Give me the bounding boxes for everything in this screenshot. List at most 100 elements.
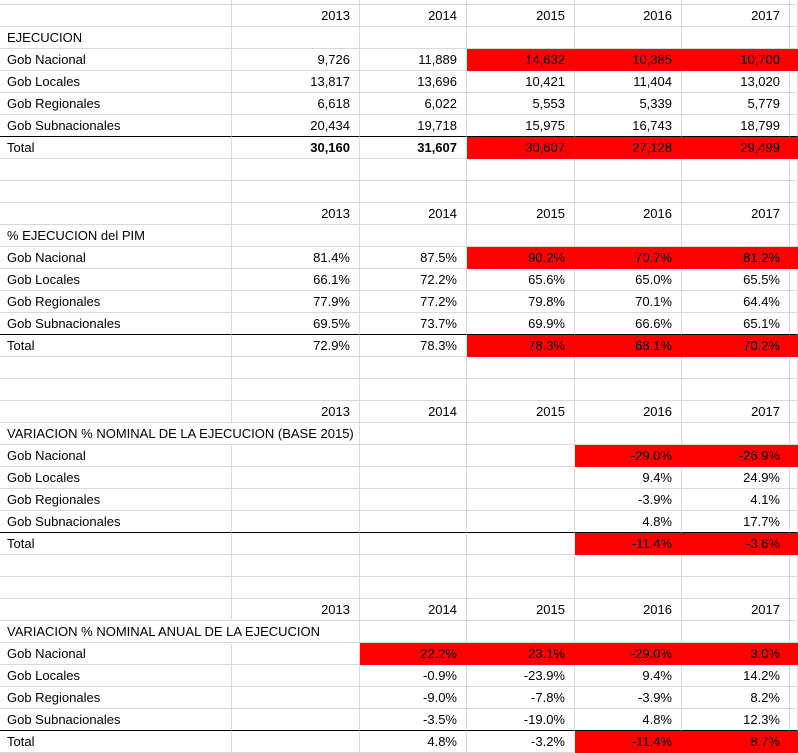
value-cell[interactable] xyxy=(232,687,360,709)
value-cell[interactable]: -3.5% xyxy=(360,709,467,731)
value-cell[interactable] xyxy=(232,709,360,731)
value-cell[interactable]: 4.1% xyxy=(682,489,790,511)
value-cell[interactable]: 12.3% xyxy=(682,709,790,731)
value-cell[interactable] xyxy=(232,489,360,511)
row-label-cell[interactable]: Gob Locales xyxy=(0,467,232,489)
value-cell[interactable]: 81.4% xyxy=(232,247,360,269)
value-cell[interactable]: 69.9% xyxy=(467,313,575,335)
value-cell[interactable] xyxy=(360,533,467,555)
year-header-cell[interactable]: 2016 xyxy=(575,401,682,423)
empty-cell[interactable] xyxy=(232,621,360,643)
section-title-cell[interactable]: VARIACION % NOMINAL DE LA EJECUCION (BAS… xyxy=(0,423,356,445)
empty-cell[interactable] xyxy=(360,27,467,49)
value-cell[interactable]: 78.3% xyxy=(360,335,467,357)
empty-cell[interactable] xyxy=(682,621,790,643)
value-cell[interactable]: -7.8% xyxy=(467,687,575,709)
empty-cell[interactable] xyxy=(467,225,575,247)
value-cell[interactable]: 31,607 xyxy=(360,137,467,159)
value-cell[interactable]: 10,385 xyxy=(575,49,682,71)
value-cell[interactable]: 8.2% xyxy=(682,687,790,709)
value-cell[interactable] xyxy=(467,445,575,467)
empty-cell[interactable] xyxy=(232,0,360,5)
row-label-cell[interactable]: Gob Nacional xyxy=(0,445,232,467)
value-cell[interactable] xyxy=(232,511,360,533)
value-cell[interactable]: 5,779 xyxy=(682,93,790,115)
year-header-cell[interactable]: 2015 xyxy=(467,5,575,27)
row-label-cell[interactable]: Total xyxy=(0,335,232,357)
empty-cell[interactable] xyxy=(682,181,790,203)
value-cell[interactable]: 66.1% xyxy=(232,269,360,291)
value-cell[interactable]: 65.0% xyxy=(575,269,682,291)
value-cell[interactable]: 9.4% xyxy=(575,467,682,489)
value-cell[interactable]: 69.5% xyxy=(232,313,360,335)
value-cell[interactable]: 3.0% xyxy=(682,643,790,665)
value-cell[interactable] xyxy=(232,445,360,467)
value-cell[interactable]: 65.1% xyxy=(682,313,790,335)
value-cell[interactable] xyxy=(360,511,467,533)
year-header-cell[interactable]: 2015 xyxy=(467,599,575,621)
value-cell[interactable]: 90.2% xyxy=(467,247,575,269)
partial-column-cell[interactable] xyxy=(790,335,798,357)
empty-cell[interactable] xyxy=(467,423,575,445)
value-cell[interactable]: 73.7% xyxy=(360,313,467,335)
value-cell[interactable] xyxy=(360,445,467,467)
empty-cell[interactable] xyxy=(360,621,467,643)
value-cell[interactable]: 77.9% xyxy=(232,291,360,313)
partial-column-cell[interactable] xyxy=(790,225,798,247)
empty-cell[interactable] xyxy=(232,357,360,379)
value-cell[interactable]: -3.9% xyxy=(575,489,682,511)
value-cell[interactable]: 23.1% xyxy=(467,643,575,665)
value-cell[interactable] xyxy=(467,489,575,511)
value-cell[interactable]: 11,404 xyxy=(575,71,682,93)
empty-cell[interactable] xyxy=(360,0,467,5)
empty-cell[interactable] xyxy=(360,577,467,599)
partial-column-cell[interactable] xyxy=(790,379,798,401)
value-cell[interactable]: 4.8% xyxy=(360,731,467,753)
value-cell[interactable]: 78.3% xyxy=(467,335,575,357)
row-label-cell[interactable]: Gob Locales xyxy=(0,269,232,291)
empty-cell[interactable] xyxy=(575,423,682,445)
value-cell[interactable]: 70.1% xyxy=(575,291,682,313)
empty-cell[interactable] xyxy=(575,357,682,379)
partial-column-cell[interactable] xyxy=(790,137,798,159)
partial-column-cell[interactable] xyxy=(790,93,798,115)
row-label-cell[interactable]: Gob Regionales xyxy=(0,489,232,511)
empty-cell[interactable] xyxy=(575,555,682,577)
value-cell[interactable]: 77.2% xyxy=(360,291,467,313)
value-cell[interactable]: 5,553 xyxy=(467,93,575,115)
empty-cell[interactable] xyxy=(0,379,232,401)
value-cell[interactable]: 13,817 xyxy=(232,71,360,93)
value-cell[interactable]: 14,632 xyxy=(467,49,575,71)
empty-cell[interactable] xyxy=(682,159,790,181)
empty-cell[interactable] xyxy=(467,379,575,401)
partial-column-cell[interactable] xyxy=(790,203,798,225)
empty-cell[interactable] xyxy=(232,181,360,203)
row-label-cell[interactable]: Gob Subnacionales xyxy=(0,313,232,335)
value-cell[interactable]: 87.5% xyxy=(360,247,467,269)
row-label-cell[interactable]: Gob Nacional xyxy=(0,643,232,665)
partial-column-cell[interactable] xyxy=(790,621,798,643)
value-cell[interactable]: -0.9% xyxy=(360,665,467,687)
empty-cell[interactable] xyxy=(682,555,790,577)
value-cell[interactable]: -23.9% xyxy=(467,665,575,687)
row-label-cell[interactable]: Gob Nacional xyxy=(0,49,232,71)
year-header-cell[interactable]: 2017 xyxy=(682,401,790,423)
empty-cell[interactable] xyxy=(467,0,575,5)
value-cell[interactable]: 70.2% xyxy=(682,335,790,357)
empty-cell[interactable] xyxy=(232,159,360,181)
value-cell[interactable]: 72.2% xyxy=(360,269,467,291)
value-cell[interactable]: 16,743 xyxy=(575,115,682,137)
empty-cell[interactable] xyxy=(575,225,682,247)
empty-cell[interactable] xyxy=(232,555,360,577)
value-cell[interactable]: 20,434 xyxy=(232,115,360,137)
empty-cell[interactable] xyxy=(360,357,467,379)
row-label-cell[interactable]: Gob Regionales xyxy=(0,93,232,115)
empty-cell[interactable] xyxy=(0,555,232,577)
row-label-cell[interactable]: Gob Regionales xyxy=(0,687,232,709)
value-cell[interactable]: 81.2% xyxy=(682,247,790,269)
row-label-cell[interactable]: Total xyxy=(0,533,232,555)
row-label-cell[interactable]: Total xyxy=(0,731,232,753)
empty-cell[interactable] xyxy=(682,225,790,247)
year-header-cell[interactable]: 2015 xyxy=(467,401,575,423)
empty-cell[interactable] xyxy=(575,621,682,643)
